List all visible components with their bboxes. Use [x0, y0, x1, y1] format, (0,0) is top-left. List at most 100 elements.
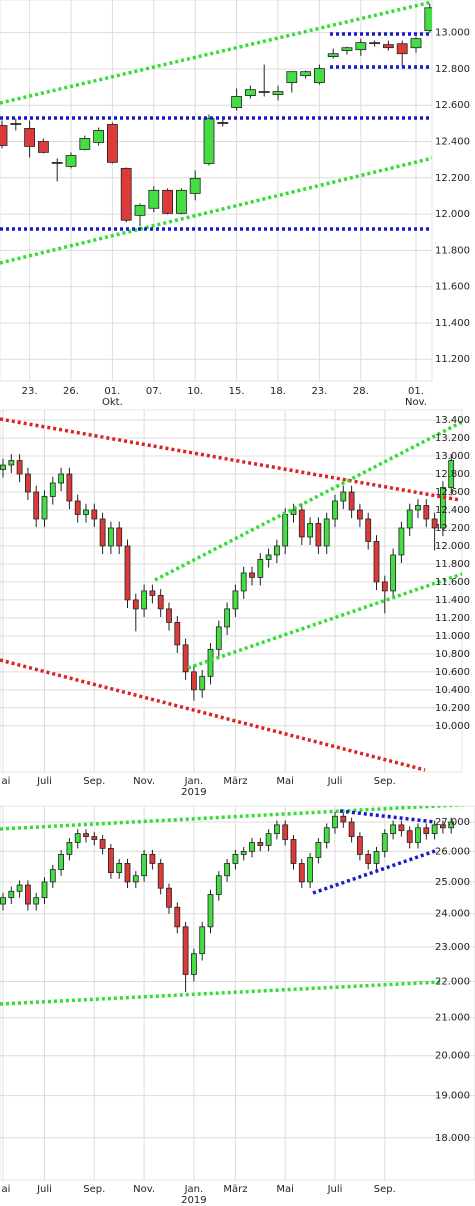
y-tick-label: 12.200 [435, 523, 470, 534]
candle-body [33, 491, 40, 520]
candle-group [0, 3, 432, 227]
candle-body [240, 850, 247, 855]
candle-body [231, 96, 243, 108]
y-tick-label: 10.400 [435, 685, 470, 696]
candle-body [182, 926, 189, 975]
candle-body [24, 473, 31, 493]
candle-body [108, 527, 114, 547]
candle-body [190, 953, 197, 975]
candle-body [410, 38, 422, 49]
y-tick-label: 18.000 [435, 1133, 470, 1144]
grid [0, 0, 475, 1181]
candle-body [373, 850, 380, 864]
candle-body [24, 884, 31, 905]
candle-body [132, 599, 139, 610]
candle-body [390, 554, 397, 592]
y-tick-label: 12.400 [435, 505, 470, 516]
y-tick-label: 12.000 [435, 209, 470, 220]
y-tick-label: 11.600 [435, 282, 470, 293]
candle-body [141, 853, 148, 877]
y-tick-label: 24.000 [435, 909, 470, 920]
plot-area [0, 805, 475, 1181]
candle-body [300, 71, 312, 77]
y-tick-label: 10.000 [435, 721, 470, 732]
y-tick-label: 12.200 [435, 173, 470, 184]
candle-body [16, 884, 23, 892]
trendline [0, 658, 426, 772]
candle-body [83, 833, 89, 837]
candle-body [8, 460, 15, 466]
candle-body [207, 648, 214, 677]
candle-body [79, 138, 91, 150]
x-tick-label: Sep. [83, 776, 106, 787]
candle-body [286, 71, 298, 83]
candle-body [232, 590, 239, 610]
candle-body [396, 43, 408, 55]
candle-body [0, 125, 8, 146]
candle-body [355, 42, 367, 51]
candle-body [327, 53, 339, 58]
x-tick-label: März [223, 1184, 248, 1195]
candle-body [157, 595, 164, 610]
x-tick-label: 18. [270, 386, 286, 397]
x-tick-label: Nov. [133, 776, 156, 787]
x-tick-label: Sep. [373, 776, 396, 787]
candle-body [340, 815, 347, 823]
x-tick-label: 10. [187, 386, 204, 397]
candle-body [315, 523, 322, 547]
plot-area [0, 0, 433, 382]
candle-body [0, 897, 6, 905]
x-tick-label: Mai [276, 1184, 294, 1195]
y-tick-label: 25.000 [435, 877, 470, 888]
candle-body [439, 487, 446, 529]
candle-body [406, 509, 413, 529]
candle-body [381, 833, 388, 852]
y-tick-label: 11.600 [435, 577, 470, 588]
x-tick-label: Mai [276, 776, 294, 787]
candle-body [157, 863, 164, 889]
candle-body [58, 853, 64, 870]
candle-body [423, 505, 430, 520]
candle-body [132, 875, 139, 883]
candle-body [99, 518, 106, 547]
candle-body [41, 496, 48, 520]
y-tick-label: 13.000 [435, 28, 470, 39]
trendline [0, 806, 471, 831]
candle-body [0, 464, 6, 470]
candle-body [134, 204, 146, 216]
candle-body [265, 833, 272, 846]
candle-body [16, 460, 23, 475]
candle-body [108, 847, 114, 874]
candle-body [273, 545, 280, 556]
candle-body [258, 91, 270, 93]
candle-body [323, 827, 330, 843]
x-tick-label: 01. Okt. [102, 386, 123, 408]
candle-body [91, 836, 98, 840]
y-tick-label: 27.000 [435, 817, 470, 828]
y-tick-label: 13.200 [435, 433, 470, 444]
candle-body [332, 500, 338, 520]
candle-body [365, 518, 372, 542]
candle-body [307, 523, 314, 538]
candle-body [175, 189, 187, 214]
candle-body [124, 545, 131, 601]
candle-body [38, 141, 49, 153]
candle-body [448, 460, 455, 488]
candle-body [340, 491, 347, 502]
candle-body [398, 527, 405, 556]
candle-body [257, 842, 264, 846]
candle-body [224, 608, 231, 628]
candle-body [66, 473, 73, 502]
candle-body [33, 897, 40, 905]
candle-body [41, 881, 48, 899]
candle-body [217, 122, 229, 124]
candle-body [415, 505, 421, 511]
y-tick-label: 10.200 [435, 703, 470, 714]
x-tick-label: ai [1, 776, 11, 787]
candle-body [257, 559, 264, 578]
y-tick-label: 12.800 [435, 469, 470, 480]
candle-body [249, 842, 255, 852]
trendline [187, 572, 462, 670]
x-tick-label: 01. Nov. [405, 386, 427, 408]
